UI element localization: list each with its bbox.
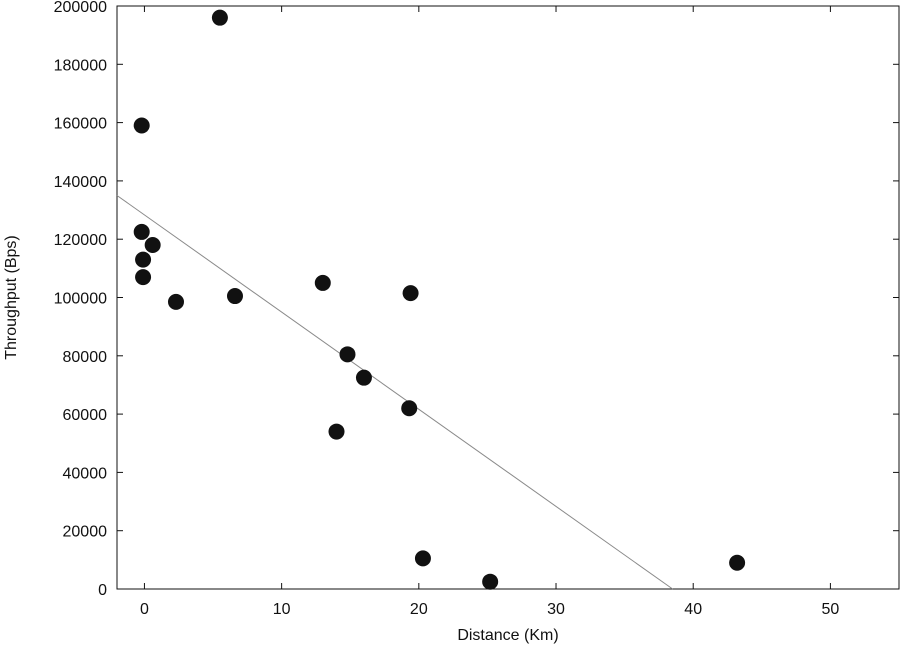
y-tick-label: 0 xyxy=(98,582,107,599)
data-point xyxy=(402,285,419,302)
axis-ticks-layer: 0 10 20 30 40 50 0 20000 40000 60000 80000 100000 12… xyxy=(54,0,899,618)
data-point xyxy=(482,573,499,590)
data-point xyxy=(339,346,356,363)
data-point xyxy=(414,550,431,567)
data-point xyxy=(401,400,418,417)
x-tick-label: 30 xyxy=(547,601,565,618)
y-tick-label: 140000 xyxy=(54,174,107,191)
data-point xyxy=(133,223,150,240)
y-tick-label: 120000 xyxy=(54,232,107,249)
data-point xyxy=(133,117,150,134)
data-point xyxy=(167,293,184,310)
y-axis-label: Throughput (Bps) xyxy=(3,235,20,360)
trendline xyxy=(116,195,673,590)
y-tick-label: 60000 xyxy=(63,407,108,424)
y-tick-label: 100000 xyxy=(54,291,107,308)
x-tick-label: 40 xyxy=(684,601,702,618)
y-tick-label: 20000 xyxy=(63,524,108,541)
data-point xyxy=(355,369,372,386)
data-point xyxy=(211,9,228,26)
x-tick-label: 0 xyxy=(140,601,149,618)
data-point xyxy=(314,274,331,291)
x-tick-label: 20 xyxy=(410,601,428,618)
y-tick-label: 80000 xyxy=(63,349,108,366)
y-tick-label: 160000 xyxy=(54,116,107,133)
y-tick-label: 180000 xyxy=(54,57,107,74)
data-point xyxy=(729,554,746,571)
x-axis-label: Distance (Km) xyxy=(457,627,558,644)
y-tick-label: 40000 xyxy=(63,465,108,482)
x-tick-label: 50 xyxy=(822,601,840,618)
data-point xyxy=(135,269,152,286)
data-point xyxy=(226,288,243,305)
data-point xyxy=(328,423,345,440)
y-tick-label: 200000 xyxy=(54,0,107,16)
data-point xyxy=(135,251,152,268)
data-points-layer xyxy=(133,9,746,590)
axis-labels-layer: Distance (Km) Throughput (Bps) xyxy=(3,235,559,644)
trendline-layer xyxy=(116,195,673,590)
x-tick-label: 10 xyxy=(273,601,291,618)
data-point xyxy=(144,237,161,254)
